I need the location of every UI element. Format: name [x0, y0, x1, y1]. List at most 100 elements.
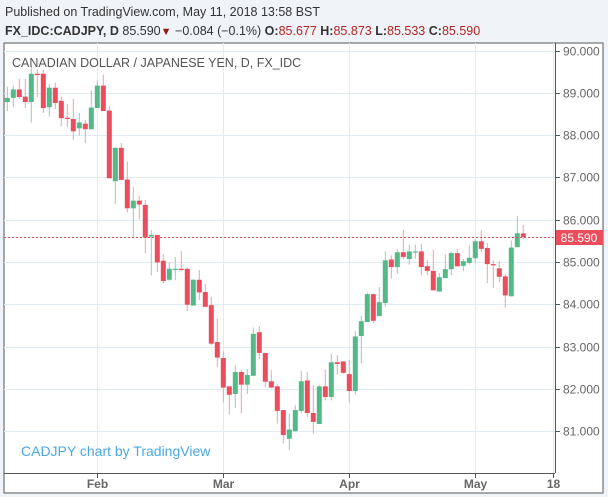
symbol-quote-line: FX_IDC:CADJPY, D 85.590▼ −0.084 (−0.1%) … — [5, 24, 480, 38]
candle-body — [508, 247, 514, 297]
price-axis[interactable]: 90.000 89.000 88.000 87.000 86.000 85.000 84.0… — [555, 45, 600, 439]
candle — [190, 279, 196, 306]
candle-body — [364, 294, 370, 323]
candle — [358, 316, 364, 364]
time-tick-label: Mar — [213, 477, 235, 491]
candle-body — [52, 87, 58, 103]
candle-body — [256, 332, 262, 353]
candle-body — [94, 85, 100, 109]
candle-body — [148, 234, 154, 237]
candle-body — [244, 374, 250, 385]
time-axis[interactable]: Feb Mar Apr May 18 — [87, 473, 561, 491]
candle — [496, 261, 502, 282]
candle — [502, 274, 508, 308]
candle — [406, 244, 412, 265]
candle — [424, 260, 430, 276]
candle-body — [202, 292, 208, 307]
candle-body — [268, 381, 274, 388]
candle — [364, 292, 370, 323]
candle-body — [304, 380, 310, 414]
candle-body — [514, 233, 520, 248]
candle-body — [376, 302, 382, 317]
candle-body — [460, 261, 466, 266]
candle — [40, 69, 46, 114]
candle — [28, 65, 34, 123]
candle-body — [22, 96, 28, 103]
candle — [196, 270, 202, 301]
candle — [340, 361, 346, 374]
candle-body — [298, 381, 304, 411]
candle — [520, 225, 526, 240]
candle-body — [214, 341, 220, 358]
candle-body — [424, 266, 430, 271]
candle — [472, 238, 478, 263]
candle-body — [124, 179, 130, 209]
candle — [454, 248, 460, 268]
candle-body — [34, 73, 40, 76]
candle — [130, 186, 136, 239]
triangle-down-icon: ▼ — [160, 26, 172, 38]
price-tick-label: 82.000 — [563, 383, 600, 397]
candle — [430, 249, 436, 291]
candle-body — [310, 413, 316, 422]
candle — [466, 245, 472, 265]
candle — [112, 147, 118, 205]
candles — [4, 65, 526, 451]
candle — [172, 256, 178, 281]
candle-body — [358, 321, 364, 337]
candle-body — [10, 89, 16, 98]
candle — [310, 385, 316, 434]
chart-title: CANADIAN DOLLAR / JAPANESE YEN, D, FX_ID… — [12, 56, 301, 70]
published-caption: Published on TradingView.com, May 11, 20… — [5, 5, 321, 19]
candle-body — [178, 268, 184, 271]
candle — [16, 78, 22, 99]
chart-frame — [3, 42, 604, 494]
candle — [208, 297, 214, 345]
last-price-badge-text: 85.590 — [561, 231, 598, 245]
candle — [352, 331, 358, 395]
high-value: 85.873 — [333, 24, 372, 38]
candle-body — [64, 117, 70, 120]
price-tick-label: 83.000 — [563, 341, 600, 355]
price-change: −0.084 (−0.1%) — [175, 24, 262, 38]
candle-body — [370, 294, 376, 321]
candle — [94, 80, 100, 109]
close-label: C: — [428, 24, 442, 38]
candle — [262, 352, 268, 388]
candle — [298, 371, 304, 414]
candle-body — [184, 268, 190, 305]
candle — [214, 318, 220, 367]
candle-body — [142, 204, 148, 238]
candle-body — [136, 200, 142, 205]
candle — [160, 254, 166, 284]
candle — [46, 83, 52, 117]
candle — [250, 327, 256, 376]
candle — [436, 272, 442, 292]
watermark[interactable]: CADJPY chart by TradingView — [21, 443, 211, 459]
candle — [448, 251, 454, 276]
candle — [184, 267, 190, 312]
candle — [388, 255, 394, 279]
candle-body — [160, 260, 166, 282]
candle — [346, 360, 352, 403]
candle-body — [520, 233, 526, 238]
candle-body — [490, 264, 496, 266]
candle-body — [394, 252, 400, 268]
candle — [274, 384, 280, 424]
candle — [142, 199, 148, 254]
candle-body — [472, 241, 478, 259]
open-label: O: — [264, 24, 279, 38]
candle — [118, 143, 124, 180]
candle — [490, 260, 496, 288]
candle-body — [400, 252, 406, 257]
open-value: 85.677 — [278, 24, 317, 38]
candle-body — [262, 352, 268, 382]
candle — [22, 79, 28, 109]
candle — [136, 195, 142, 220]
candle-body — [292, 410, 298, 432]
candle-body — [430, 270, 436, 291]
candle-body — [340, 361, 346, 373]
candle — [394, 248, 400, 274]
candle-body — [100, 85, 106, 111]
